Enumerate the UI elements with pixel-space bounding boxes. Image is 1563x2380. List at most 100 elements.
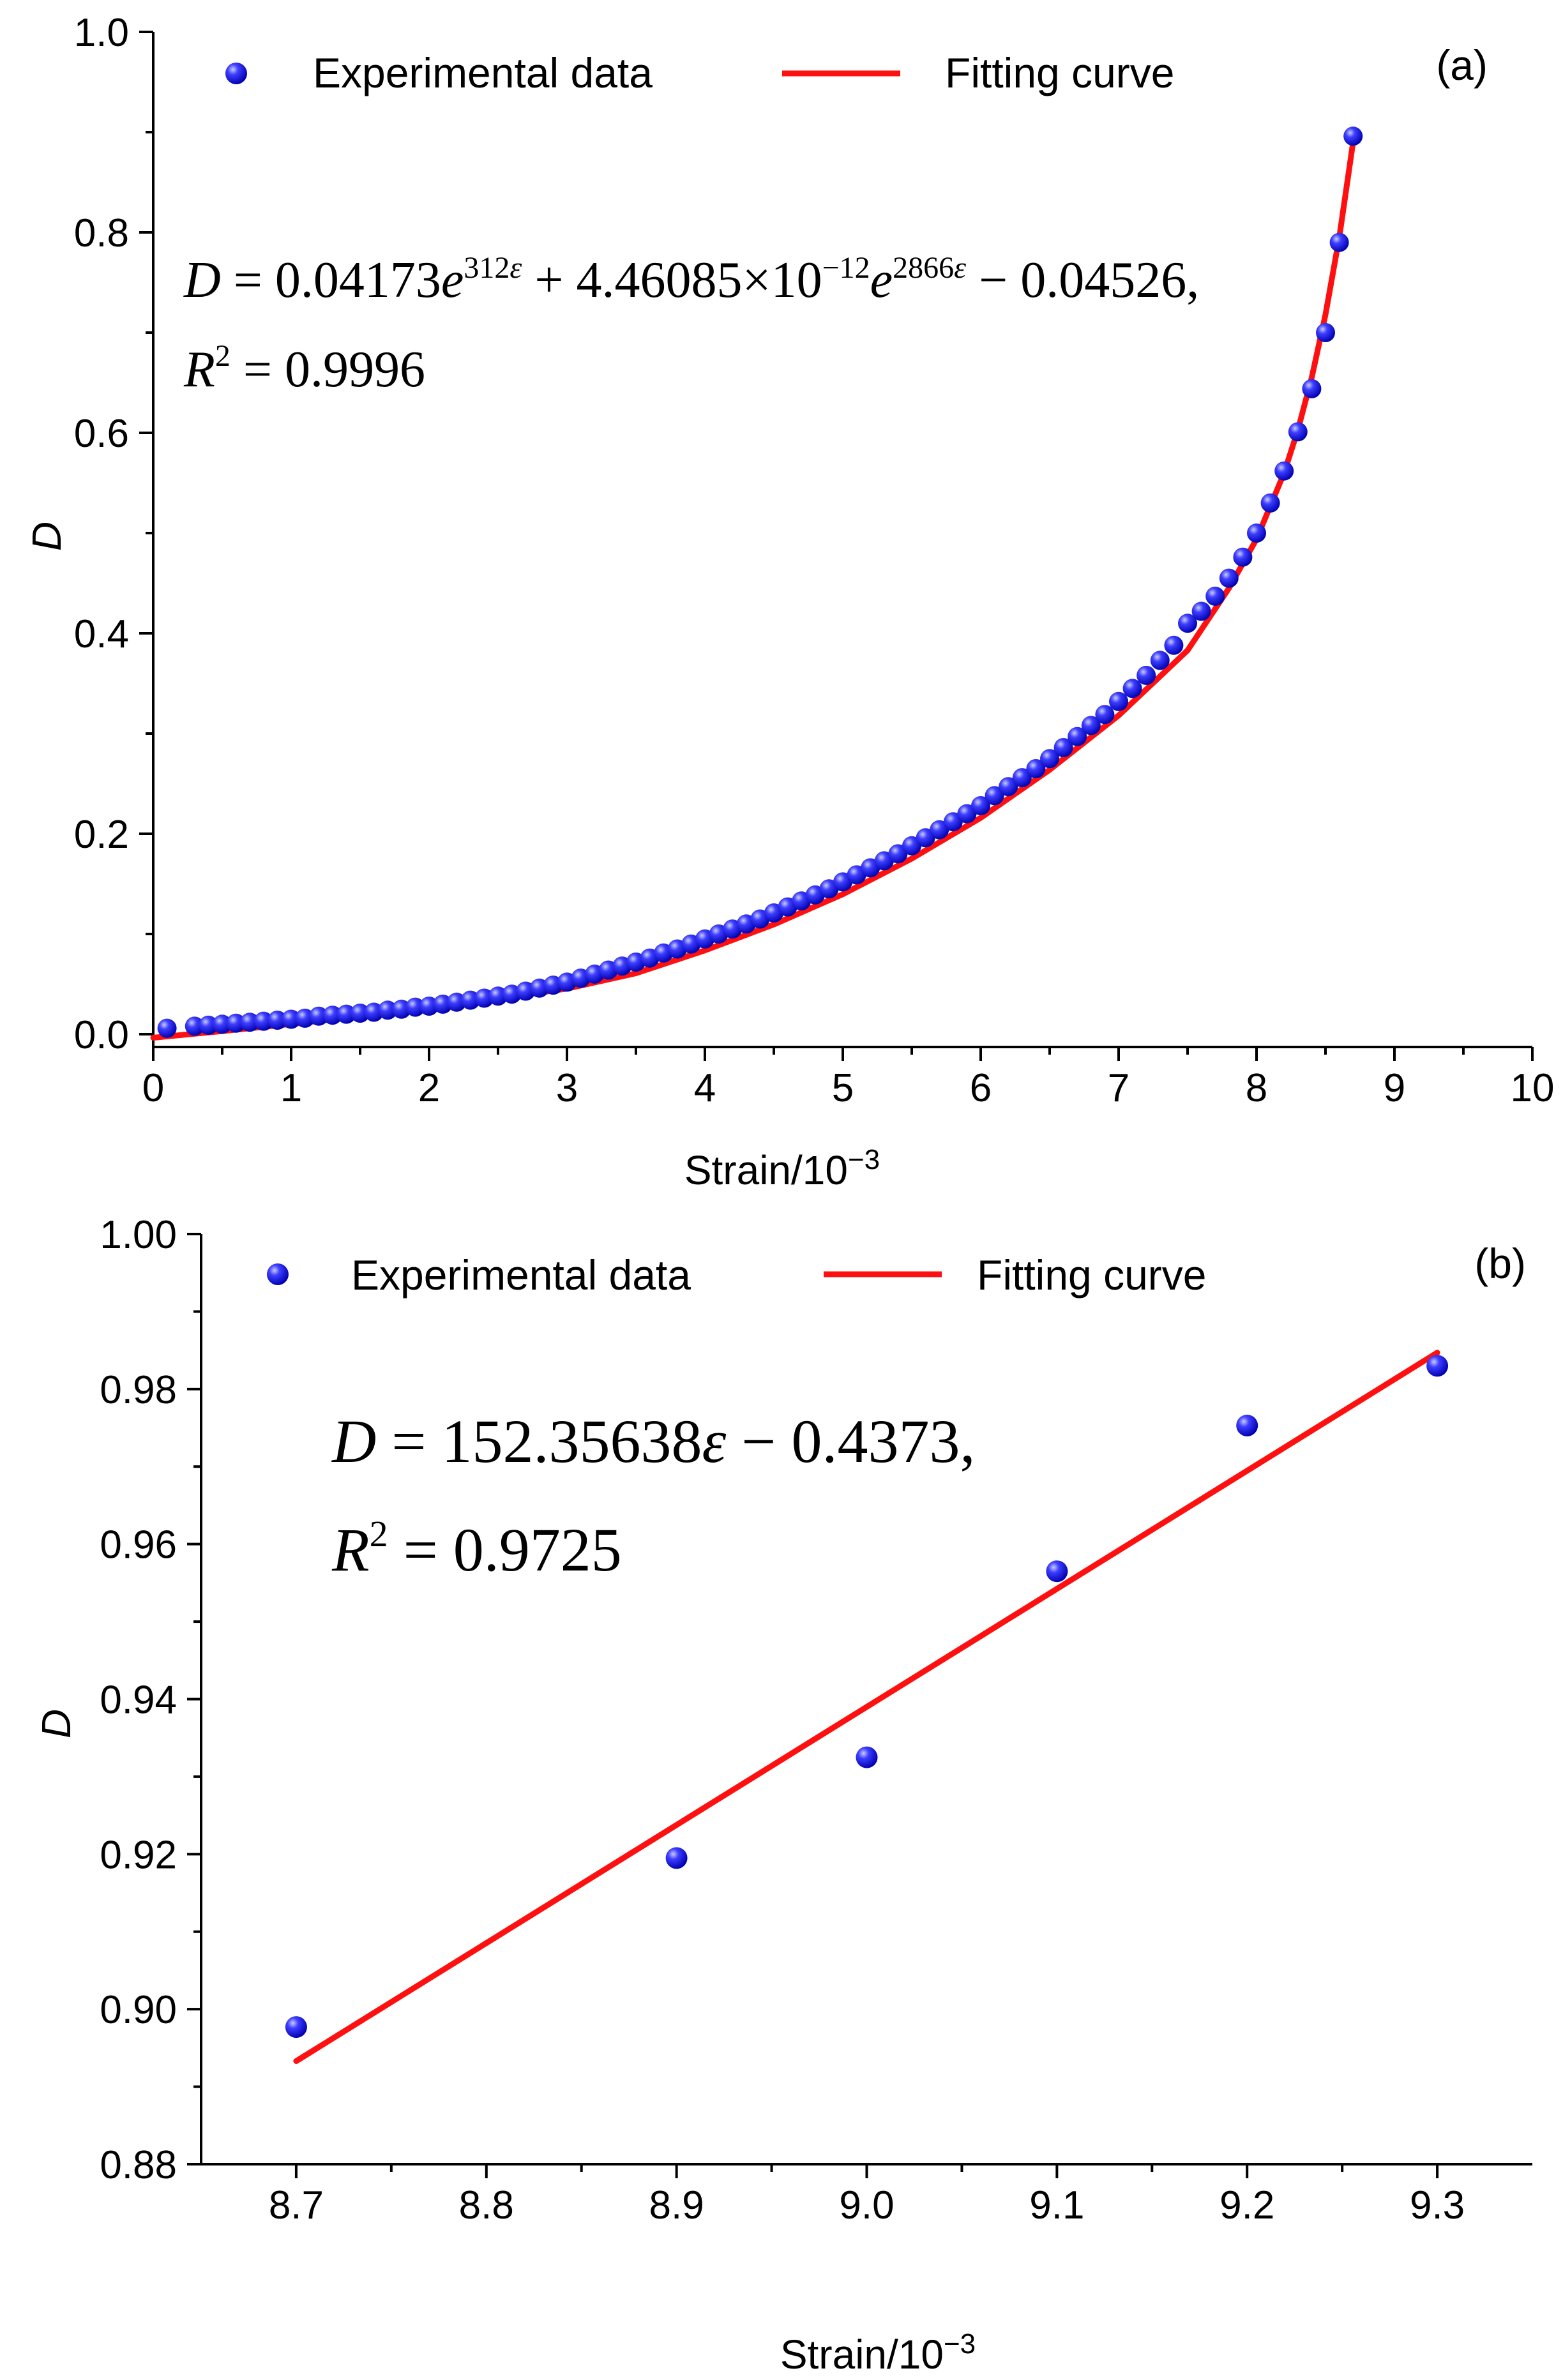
panel-a-data-point: [253, 1011, 273, 1031]
panel-a-y-tick-label: 0.6: [74, 412, 129, 456]
panel-b-x-axis-label: Strain/10−3: [780, 2328, 976, 2377]
panel-a-data-point: [1053, 738, 1073, 757]
panel-a-legend-point-marker: [225, 63, 247, 84]
panel-a-data-point: [1233, 547, 1253, 567]
panel-b-label: (b): [1474, 1240, 1526, 1287]
panel-a-data-point: [185, 1016, 204, 1036]
panel-a-data-point: [1109, 691, 1128, 711]
panel-a-r-squared: R2 = 0.9996: [183, 339, 425, 398]
panel-a-data-point: [1081, 716, 1101, 735]
panel-a-chart: 0 1 2 3 4 5 6 7 8 9 10 0.0 0.2 0.4 0.6 0.8 1.0 Strain/1…: [24, 11, 1554, 1193]
panel-b-data-point: [856, 1746, 878, 1768]
panel-a-data-point: [1122, 679, 1142, 698]
panel-a-data-point: [1026, 759, 1046, 778]
panel-b-equation: D = 152.35638ε − 0.4373,: [331, 1407, 975, 1475]
panel-b-y-tick-label: 0.96: [100, 1523, 177, 1567]
panel-a-y-axis-label: D: [24, 522, 70, 551]
panel-a-data-point: [1164, 635, 1184, 655]
panel-a-y-tick-label: 0.8: [74, 211, 129, 255]
panel-b-legend: Experimental data Fitting curve: [267, 1251, 1206, 1299]
panel-a-data-point: [1343, 126, 1363, 146]
panel-a-data-point: [199, 1015, 218, 1035]
panel-a-x-tick-label: 8: [1246, 1066, 1267, 1110]
panel-b-x-tick-label: 9.2: [1219, 2183, 1274, 2227]
panel-b-data-point: [1236, 1414, 1258, 1436]
panel-b-y-tick-label: 1.00: [100, 1213, 177, 1257]
panel-a-data-point: [971, 796, 990, 815]
panel-a-data-point: [1136, 665, 1156, 685]
panel-a-data-point: [240, 1013, 260, 1032]
panel-a-data-point: [1205, 586, 1225, 606]
panel-a-data-point: [1068, 727, 1087, 746]
panel-a-data-point: [1012, 768, 1032, 788]
panel-b-legend-line-label: Fitting curve: [977, 1251, 1206, 1299]
panel-a-data-point: [1191, 601, 1211, 621]
panel-a-data-point: [405, 997, 425, 1017]
panel-b-x-tick-label: 8.9: [649, 2183, 704, 2227]
panel-a-x-tick-label: 9: [1384, 1066, 1405, 1110]
panel-a-x-tick-label: 2: [418, 1066, 440, 1110]
panel-b-data-point: [665, 1847, 688, 1869]
panel-a-data-point: [1247, 523, 1266, 543]
panel-a-y-tick-label: 1.0: [74, 11, 129, 55]
panel-b-data-point: [1426, 1355, 1449, 1377]
panel-a-y-ticks: 0.0 0.2 0.4 0.6 0.8 1.0: [74, 11, 153, 1057]
panel-b-y-axis-label: D: [33, 1709, 79, 1738]
panel-a-data-point: [1274, 461, 1294, 481]
panel-a-data-point: [999, 777, 1018, 797]
panel-a-x-tick-label: 0: [142, 1066, 164, 1110]
panel-a-x-tick-label: 6: [970, 1066, 992, 1110]
panel-b-x-tick-label: 9.3: [1410, 2183, 1465, 2227]
panel-a-y-tick-label: 0.4: [74, 612, 129, 656]
panel-b-data-point: [1046, 1560, 1068, 1583]
panel-a-data-point: [351, 1004, 370, 1023]
panel-b-fitting-curve: [293, 1350, 1440, 2064]
panel-a-data-point: [226, 1013, 246, 1033]
panel-b-points-layer: [285, 1355, 1449, 2038]
panel-b-r-squared: R2 = 0.9725: [331, 1513, 622, 1584]
panel-a-data-point: [1316, 323, 1335, 342]
panel-a-data-point: [336, 1004, 356, 1024]
panel-a-x-axis-label: Strain/10−3: [684, 1144, 880, 1193]
panel-a-data-point: [268, 1011, 287, 1030]
panel-b-fit-layer: [293, 1350, 1440, 2064]
panel-a-x-tick-label: 3: [556, 1066, 578, 1110]
panel-a-x-tick-label: 1: [280, 1066, 302, 1110]
panel-a-data-point: [157, 1018, 177, 1038]
panel-a-data-point: [1288, 422, 1308, 442]
panel-a-data-point: [1150, 651, 1170, 670]
panel-b-y-tick-label: 0.88: [100, 2143, 177, 2187]
panel-a-data-point: [1329, 232, 1349, 252]
panel-a-data-point: [1260, 493, 1280, 513]
panel-a-label: (a): [1436, 41, 1488, 89]
panel-a-x-tick-label: 10: [1511, 1066, 1555, 1110]
panel-a-data-point: [1302, 379, 1322, 398]
panel-a-points-layer: [157, 126, 1363, 1038]
panel-a-data-point: [322, 1005, 342, 1025]
panel-b-legend-point-marker: [267, 1263, 289, 1285]
panel-a-x-tick-label: 5: [832, 1066, 854, 1110]
panel-a-y-tick-label: 0.2: [74, 813, 129, 857]
panel-b-x-tick-label: 9.0: [839, 2183, 894, 2227]
panel-a-y-tick-label: 0.0: [74, 1013, 129, 1057]
panel-a-data-point: [378, 1000, 398, 1020]
panel-a-x-tick-label: 4: [694, 1066, 716, 1110]
panel-b-y-tick-label: 0.92: [100, 1833, 177, 1877]
panel-b-x-ticks: 8.7 8.8 8.9 9.0 9.1 9.2 9.3: [269, 2164, 1465, 2227]
panel-b-data-point: [285, 2016, 307, 2038]
panel-b-y-tick-label: 0.98: [100, 1368, 177, 1412]
panel-b-y-ticks: 0.88 0.90 0.92 0.94 0.96 0.98 1.00: [100, 1213, 201, 2187]
panel-a-data-point: [1095, 705, 1115, 725]
panel-b-y-tick-label: 0.94: [100, 1678, 177, 1722]
panel-a-data-point: [1040, 749, 1059, 769]
panel-a-data-point: [282, 1009, 301, 1029]
panel-a-data-point: [985, 786, 1004, 806]
panel-b-x-tick-label: 9.1: [1029, 2183, 1084, 2227]
panel-a-data-point: [309, 1006, 329, 1026]
panel-b-y-tick-label: 0.90: [100, 1988, 177, 2032]
panel-a-equation: D = 0.04173e312ε + 4.46085×10−12e2866ε −…: [183, 251, 1199, 308]
panel-a-data-point: [213, 1014, 232, 1034]
panel-a-x-ticks: 0 1 2 3 4 5 6 7 8 9 10: [142, 1047, 1555, 1110]
panel-a-legend-points-label: Experimental data: [313, 49, 653, 96]
